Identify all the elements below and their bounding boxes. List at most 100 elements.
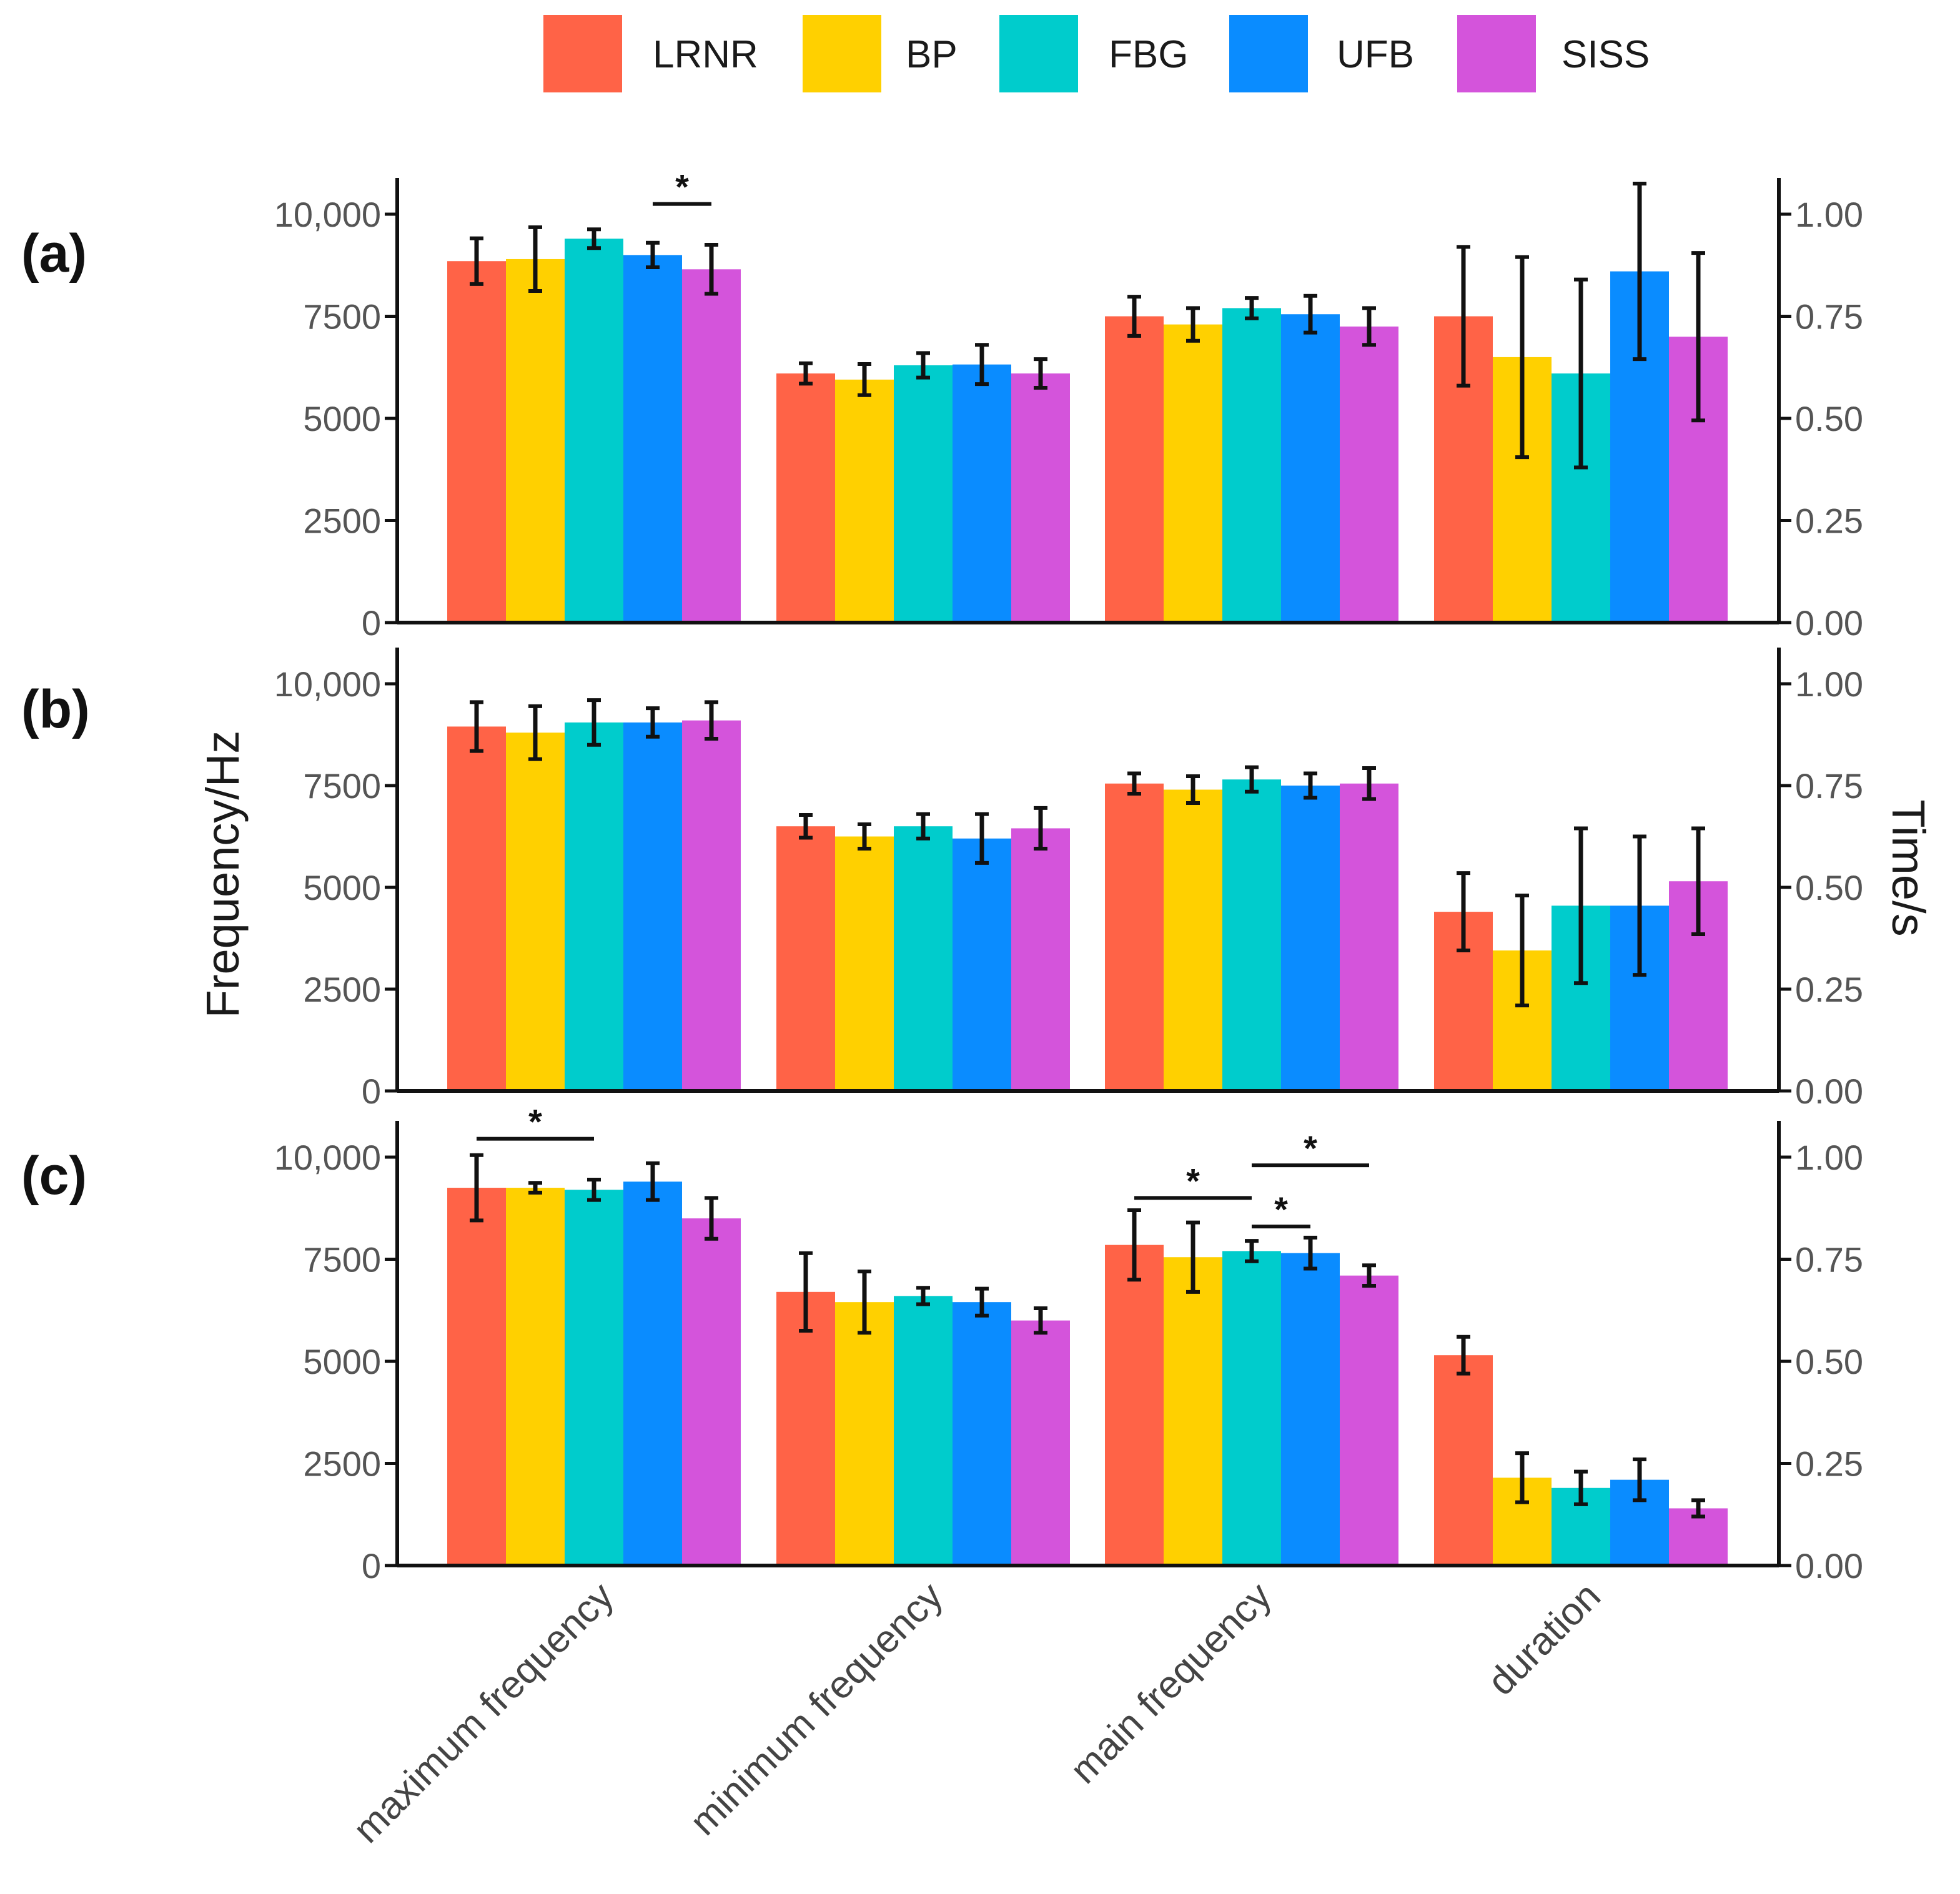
error-bar-ufb-minimum-frequency xyxy=(975,1286,989,1318)
left-tick-label: 7500 xyxy=(303,297,381,337)
category-label-main-frequency: main frequency xyxy=(1062,1574,1280,1792)
legend-label-lrnr: LRNR xyxy=(653,33,758,76)
bar-fbg-main-frequency xyxy=(1222,308,1281,623)
left-tick-label: 7500 xyxy=(303,1240,381,1280)
error-bar-siss-main-frequency xyxy=(1362,1263,1376,1288)
error-bar-lrnr-minimum-frequency xyxy=(799,1251,813,1333)
bar-fbg-maximum-frequency xyxy=(565,1190,623,1566)
legend-swatch-siss xyxy=(1457,15,1536,92)
bar-lrnr-main-frequency xyxy=(1105,1245,1164,1566)
significance-marker: * xyxy=(1274,1190,1288,1229)
error-bar-ufb-main-frequency xyxy=(1304,771,1317,800)
legend-swatch-ufb xyxy=(1229,15,1308,92)
error-bar-fbg-main-frequency xyxy=(1245,1239,1259,1263)
error-bar-ufb-maximum-frequency xyxy=(646,240,660,270)
error-bar-lrnr-main-frequency xyxy=(1127,771,1141,796)
right-tick-label: 0.50 xyxy=(1795,868,1863,907)
error-bar-fbg-duration xyxy=(1574,1469,1588,1506)
bar-ufb-maximum-frequency xyxy=(623,1181,682,1566)
left-tick-label: 0 xyxy=(362,1546,381,1586)
error-bar-lrnr-main-frequency xyxy=(1127,1208,1141,1282)
significance-ufb-siss: * xyxy=(653,167,711,207)
error-bar-bp-main-frequency xyxy=(1186,306,1200,343)
bar-bp-maximum-frequency xyxy=(506,732,565,1091)
right-tick-label: 1.00 xyxy=(1795,195,1863,234)
error-bar-bp-maximum-frequency xyxy=(528,225,542,293)
error-bar-siss-minimum-frequency xyxy=(1034,1306,1047,1335)
bar-bp-main-frequency xyxy=(1164,789,1222,1091)
chart-panels: (a) 0 0.00 2500 0.25 5000 0.50 7500 0.75 10,000 1.… xyxy=(21,167,1863,1586)
error-bar-lrnr-maximum-frequency xyxy=(470,1153,483,1223)
error-bar-ufb-maximum-frequency xyxy=(646,1161,660,1202)
left-tick-label: 0 xyxy=(362,603,381,643)
bar-siss-main-frequency xyxy=(1340,783,1398,1091)
bar-lrnr-main-frequency xyxy=(1105,783,1164,1091)
error-bar-lrnr-maximum-frequency xyxy=(470,700,483,753)
left-tick-label: 5000 xyxy=(303,868,381,907)
right-tick-label: 0.00 xyxy=(1795,1072,1863,1111)
left-tick-label: 0 xyxy=(362,1072,381,1111)
error-bar-lrnr-duration xyxy=(1457,871,1470,953)
error-bar-fbg-minimum-frequency xyxy=(916,1286,930,1306)
error-bar-siss-maximum-frequency xyxy=(705,243,718,296)
bar-fbg-minimum-frequency xyxy=(894,1296,953,1566)
left-tick-label: 5000 xyxy=(303,1342,381,1381)
bar-bp-maximum-frequency xyxy=(506,259,565,623)
left-tick-label: 2500 xyxy=(303,1444,381,1484)
bar-bp-minimum-frequency xyxy=(835,836,894,1091)
left-tick-label: 5000 xyxy=(303,399,381,438)
bar-ufb-main-frequency xyxy=(1281,786,1340,1091)
right-tick-label: 1.00 xyxy=(1795,1138,1863,1177)
error-bar-siss-duration xyxy=(1691,251,1705,423)
error-bar-siss-maximum-frequency xyxy=(705,1196,718,1241)
error-bar-fbg-main-frequency xyxy=(1245,296,1259,320)
legend-swatch-bp xyxy=(803,15,881,92)
bar-fbg-maximum-frequency xyxy=(565,239,623,623)
bar-siss-minimum-frequency xyxy=(1011,828,1070,1091)
error-bar-siss-duration xyxy=(1691,826,1705,936)
left-tick-label: 10,000 xyxy=(274,1138,381,1177)
bar-ufb-minimum-frequency xyxy=(953,364,1011,623)
bar-siss-minimum-frequency xyxy=(1011,373,1070,623)
error-bar-lrnr-minimum-frequency xyxy=(799,812,813,840)
bar-bp-maximum-frequency xyxy=(506,1188,565,1566)
panel-label: (b) xyxy=(21,679,90,739)
bar-fbg-maximum-frequency xyxy=(565,722,623,1091)
right-tick-label: 0.25 xyxy=(1795,1444,1863,1484)
error-bar-siss-maximum-frequency xyxy=(705,700,718,741)
bar-siss-minimum-frequency xyxy=(1011,1320,1070,1566)
bar-ufb-main-frequency xyxy=(1281,1253,1340,1566)
error-bar-ufb-main-frequency xyxy=(1304,293,1317,335)
left-tick-label: 10,000 xyxy=(274,195,381,234)
right-tick-label: 0.75 xyxy=(1795,1240,1863,1280)
error-bar-fbg-maximum-frequency xyxy=(587,698,601,747)
error-bar-ufb-duration xyxy=(1633,181,1646,362)
error-bar-siss-duration xyxy=(1691,1498,1705,1519)
bar-siss-main-frequency xyxy=(1340,1275,1398,1566)
significance-lrnr-fbg: * xyxy=(1134,1161,1252,1200)
error-bar-ufb-maximum-frequency xyxy=(646,706,660,739)
significance-marker: * xyxy=(1186,1161,1200,1200)
error-bar-lrnr-duration xyxy=(1457,1334,1470,1376)
bar-ufb-minimum-frequency xyxy=(953,838,1011,1091)
legend-label-fbg: FBG xyxy=(1109,33,1188,76)
significance-fbg-siss: * xyxy=(1252,1128,1369,1168)
error-bar-bp-maximum-frequency xyxy=(528,1181,542,1195)
bar-lrnr-minimum-frequency xyxy=(776,826,835,1091)
right-axis-title: Time/s xyxy=(1883,799,1934,936)
bar-ufb-main-frequency xyxy=(1281,314,1340,623)
bar-lrnr-main-frequency xyxy=(1105,316,1164,623)
bar-lrnr-minimum-frequency xyxy=(776,373,835,623)
bar-siss-maximum-frequency xyxy=(682,269,741,623)
left-tick-label: 2500 xyxy=(303,970,381,1009)
category-labels: maximum frequency minimum frequency main f… xyxy=(345,1574,1608,1851)
right-tick-label: 0.00 xyxy=(1795,603,1863,643)
error-bar-bp-minimum-frequency xyxy=(858,1270,871,1335)
significance-marker: * xyxy=(1304,1128,1317,1168)
category-label-minimum-frequency: minimum frequency xyxy=(682,1574,951,1843)
panel-2: (b) 0 0.00 2500 0.25 5000 0.50 7500 0.75 10,000 1.… xyxy=(21,648,1863,1111)
error-bar-fbg-maximum-frequency xyxy=(587,1177,601,1202)
legend-label-siss: SISS xyxy=(1562,33,1650,76)
bar-siss-maximum-frequency xyxy=(682,1218,741,1566)
